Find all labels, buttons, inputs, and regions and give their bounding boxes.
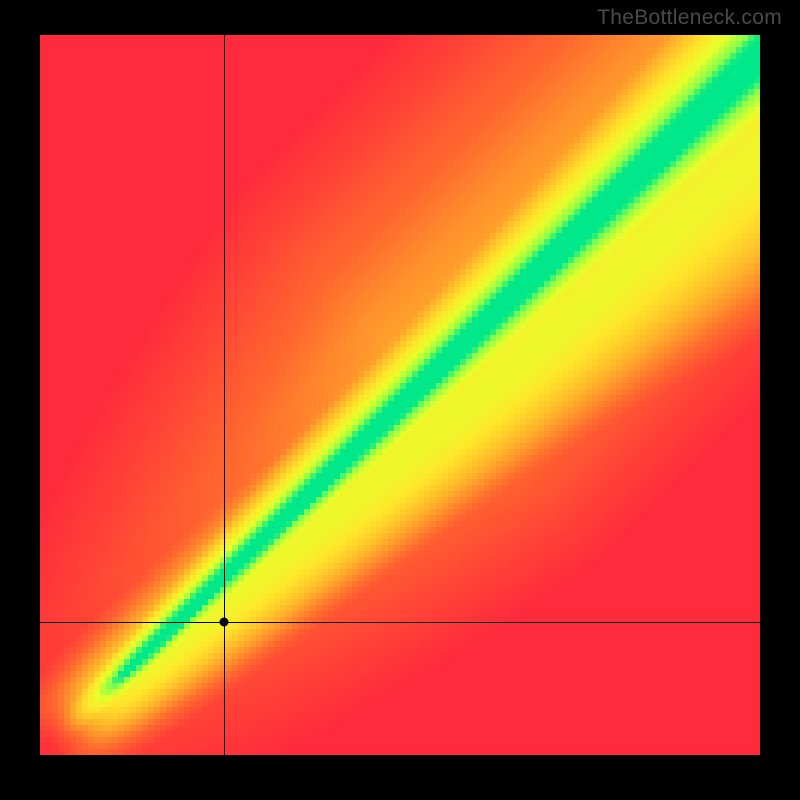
marker-dot (219, 617, 228, 626)
heatmap-plot-area (40, 35, 760, 755)
heatmap-canvas (40, 35, 760, 755)
crosshair-horizontal (40, 622, 760, 623)
watermark-text: TheBottleneck.com (597, 6, 782, 30)
crosshair-vertical (224, 35, 225, 755)
